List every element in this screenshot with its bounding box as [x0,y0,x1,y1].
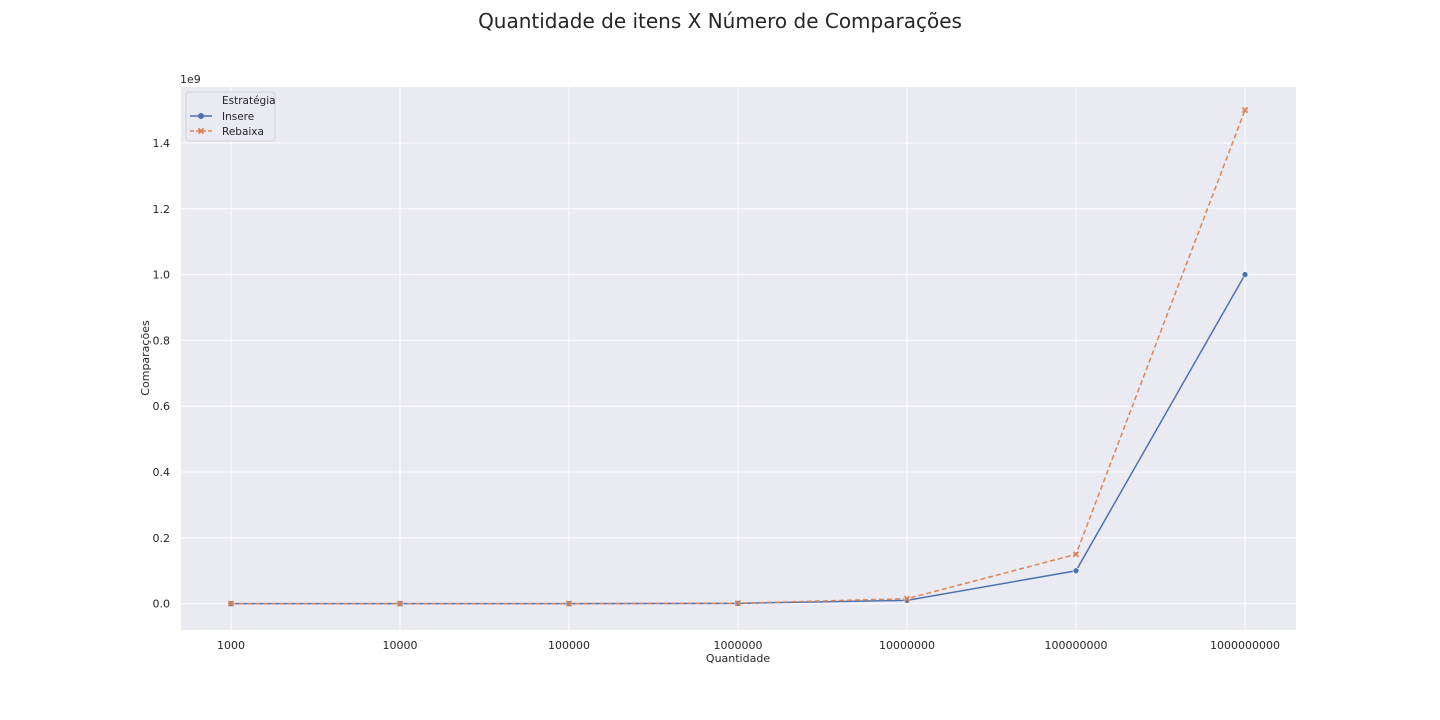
legend-title: Estratégia [222,95,276,107]
x-tick-label: 100000 [548,639,590,652]
data-point-insere [903,597,911,604]
x-marker [1241,106,1249,114]
x-marker [903,595,911,602]
data-point-rebaixa [734,599,742,607]
legend-label-rebaixa: Rebaixa [222,126,264,138]
y-tick-label: 0.6 [153,400,171,413]
y-tick-label: 0.2 [153,532,171,545]
series-layer [227,106,1249,607]
legend: Estratégia Insere Rebaixa [185,91,276,142]
y-offset-label: 1e9 [180,73,201,86]
x-marker [565,600,573,607]
x-tick-label: 100000000 [1045,639,1108,652]
data-point-rebaixa [1072,551,1080,558]
data-point-insere [1072,567,1080,575]
legend-marker-insere [198,113,204,119]
chart-title: Quantidade de itens X Número de Comparaç… [478,9,962,33]
data-point-rebaixa [903,595,911,602]
x-marker [734,599,742,607]
x-tick-label: 10000 [383,639,418,652]
data-point-rebaixa [1241,106,1249,114]
x-marker [227,600,235,607]
y-tick-label: 1.4 [153,137,171,150]
x-marker [396,600,404,607]
legend-marker-rebaixa [197,127,205,135]
y-tick-label: 0.0 [153,598,171,611]
y-axis-label: Comparações [139,320,152,396]
data-point-rebaixa [565,600,573,607]
y-tick-label: 1.2 [153,203,171,216]
ticks-layer: 1000 10000 100000 1000000 10000000 100000000 1… [153,137,1281,652]
data-point-rebaixa [227,600,235,607]
legend-label-insere: Insere [222,111,254,123]
y-tick-label: 0.8 [153,334,171,347]
x-tick-label: 10000000 [879,639,935,652]
x-axis-label: Quantidade [706,652,770,665]
legend-items: Insere Rebaixa [190,111,264,138]
legend-box [185,91,276,142]
x-marker [1072,551,1080,558]
y-tick-label: 1.0 [153,269,171,282]
data-point-rebaixa [396,600,404,607]
x-tick-label: 1000000 [714,639,763,652]
data-point-insere [1241,271,1249,278]
x-tick-label: 1000000000 [1210,639,1280,652]
y-tick-label: 0.4 [153,466,171,479]
x-tick-label: 1000 [217,639,245,652]
